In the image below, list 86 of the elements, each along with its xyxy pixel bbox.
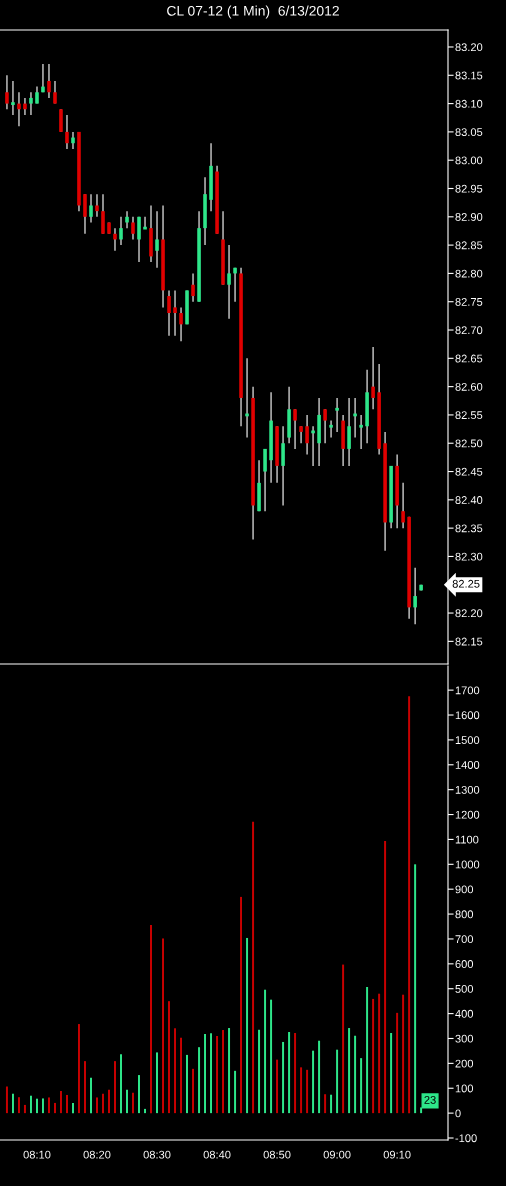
candlestick — [101, 193, 105, 235]
candlestick — [233, 267, 237, 303]
y-tick-label: 100 — [455, 1084, 474, 1093]
candlestick — [347, 397, 351, 467]
x-tick-label: 09:00 — [323, 1150, 351, 1159]
candlestick — [125, 210, 129, 229]
y-tick-label: 500 — [455, 984, 474, 993]
candlestick — [95, 193, 99, 218]
x-tick-label: 08:10 — [23, 1150, 51, 1159]
y-tick-label: 82.80 — [455, 269, 483, 278]
y-tick-label: 300 — [455, 1034, 474, 1043]
y-tick-label: 83.05 — [455, 128, 483, 137]
y-tick-label: 82.90 — [455, 213, 483, 221]
y-tick-label: 82.85 — [455, 241, 483, 250]
y-tick-label: 83.15 — [455, 71, 483, 80]
candlestick — [53, 80, 57, 105]
y-tick-label: 1200 — [455, 810, 480, 819]
y-tick-label: 82.15 — [455, 637, 483, 646]
y-tick-label: 1000 — [455, 860, 480, 869]
y-tick-label: 82.40 — [455, 496, 483, 504]
y-tick-label: 1600 — [455, 711, 480, 720]
y-tick-label: 82.75 — [455, 297, 483, 306]
candlestick — [41, 63, 45, 93]
candlestick — [263, 448, 267, 512]
candlestick — [47, 63, 51, 99]
x-tick-label: 09:10 — [383, 1150, 411, 1159]
candlestick — [227, 244, 231, 320]
y-tick-label: 82.55 — [455, 411, 483, 420]
y-tick-label: 900 — [455, 885, 474, 894]
y-tick-label: 82.50 — [455, 439, 483, 448]
x-tick-label: 08:20 — [83, 1150, 111, 1159]
y-tick-label: 82.45 — [455, 467, 483, 476]
candlestick — [323, 408, 327, 444]
candlestick — [155, 210, 159, 269]
y-tick-label: 200 — [455, 1059, 474, 1068]
candlestick — [71, 131, 75, 150]
y-tick-label: 1700 — [455, 686, 480, 695]
y-tick-label: 700 — [455, 935, 474, 944]
chart-title: CL 07-12 (1 Min) 6/13/2012 — [167, 5, 339, 19]
text: 82.25 — [452, 579, 480, 588]
candlestick — [173, 289, 177, 337]
candlestick — [371, 346, 375, 410]
y-tick-label: 800 — [455, 910, 474, 919]
x-tick-label: 08:40 — [203, 1150, 231, 1159]
candlestick — [5, 74, 9, 110]
y-tick-label: 1100 — [455, 835, 479, 844]
candlestick — [29, 91, 33, 116]
y-tick-label: 82.70 — [455, 326, 483, 335]
candlestick — [413, 567, 417, 626]
candlestick — [59, 108, 63, 133]
candlestick — [113, 227, 117, 252]
candlestick — [83, 193, 87, 235]
candlestick — [17, 91, 21, 127]
y-tick-label: -100 — [455, 1134, 477, 1143]
candlestick — [131, 216, 135, 241]
candlestick — [401, 482, 405, 529]
x-tick-label: 08:50 — [263, 1150, 291, 1159]
y-tick-label: 1300 — [455, 785, 480, 794]
candlestick — [299, 425, 303, 444]
y-tick-label: 0 — [455, 1109, 461, 1118]
y-tick-label: 1400 — [455, 761, 480, 769]
candlestick — [293, 408, 297, 450]
candlestick — [119, 216, 123, 246]
candlestick — [167, 289, 171, 337]
y-tick-label: 82.95 — [455, 184, 483, 193]
y-tick-label: 1500 — [455, 736, 480, 745]
candlestick — [281, 425, 285, 507]
y-tick-label: 83.20 — [455, 43, 483, 52]
y-tick-label: 82.30 — [455, 552, 483, 561]
y-tick-label: 83.10 — [455, 99, 483, 108]
candlestick — [89, 193, 93, 224]
y-tick-label: 83.00 — [455, 156, 483, 165]
y-tick-label: 82.20 — [455, 609, 483, 618]
candlestick — [137, 216, 141, 263]
x-tick-label: 08:30 — [143, 1150, 171, 1159]
candlestick — [305, 414, 309, 456]
y-tick-label: 82.60 — [455, 382, 483, 391]
candlestick — [23, 97, 27, 116]
y-tick-label: 400 — [455, 1009, 474, 1018]
y-tick-label: 82.35 — [455, 524, 483, 533]
candlestick — [191, 272, 195, 303]
data-label: 23 — [424, 1095, 436, 1104]
candlestick — [65, 114, 69, 150]
y-tick-label: 82.65 — [455, 354, 483, 363]
y-tick-label: 600 — [455, 960, 474, 968]
candlestick — [179, 306, 183, 342]
